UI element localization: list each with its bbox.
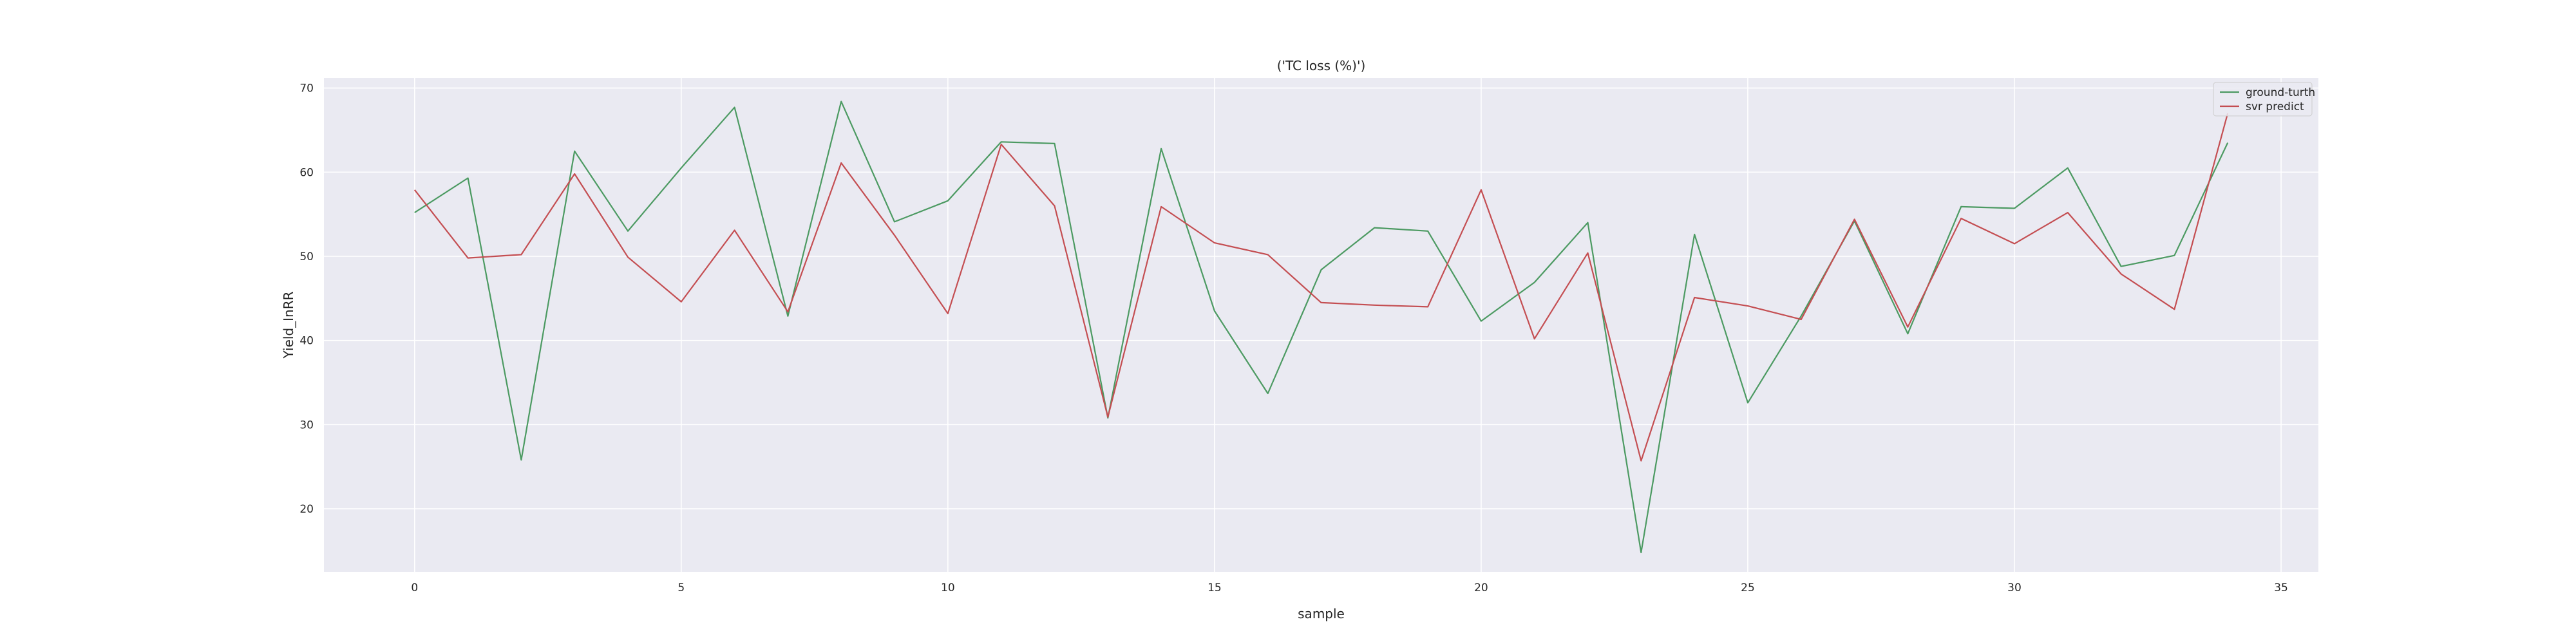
x-tick-label: 30: [2007, 582, 2022, 594]
y-tick-label: 60: [299, 166, 314, 179]
legend-entry: svr predict: [2246, 100, 2304, 113]
y-tick-label: 40: [299, 335, 314, 348]
y-tick-label: 70: [299, 82, 314, 95]
x-axis-label: sample: [1298, 606, 1345, 621]
y-tick-label: 30: [299, 419, 314, 431]
y-tick-label: 50: [299, 251, 314, 263]
y-axis-label: Yield_InRR: [281, 291, 296, 359]
series-line-svr-predict: [413, 113, 2229, 462]
x-tick-label: 15: [1208, 582, 1222, 594]
legend-frame: [2213, 82, 2313, 117]
legend-entry: ground-turth: [2246, 86, 2315, 99]
plot-background: [324, 78, 2318, 572]
chart-title: ('TC loss (%)'): [1277, 58, 1366, 73]
x-tick-label: 35: [2274, 582, 2288, 594]
tick-labels: 0 5 10 15 20 25 30 35 20 30 40 50 60 70: [299, 82, 2287, 594]
x-tick-label: 10: [941, 582, 955, 594]
x-tick-label: 25: [1741, 582, 1755, 594]
series-lines: [413, 100, 2229, 554]
x-tick-label: 0: [411, 582, 418, 594]
x-tick-label: 5: [677, 582, 685, 594]
grid: [324, 78, 2318, 572]
y-tick-label: 20: [299, 503, 314, 516]
x-tick-label: 20: [1474, 582, 1488, 594]
